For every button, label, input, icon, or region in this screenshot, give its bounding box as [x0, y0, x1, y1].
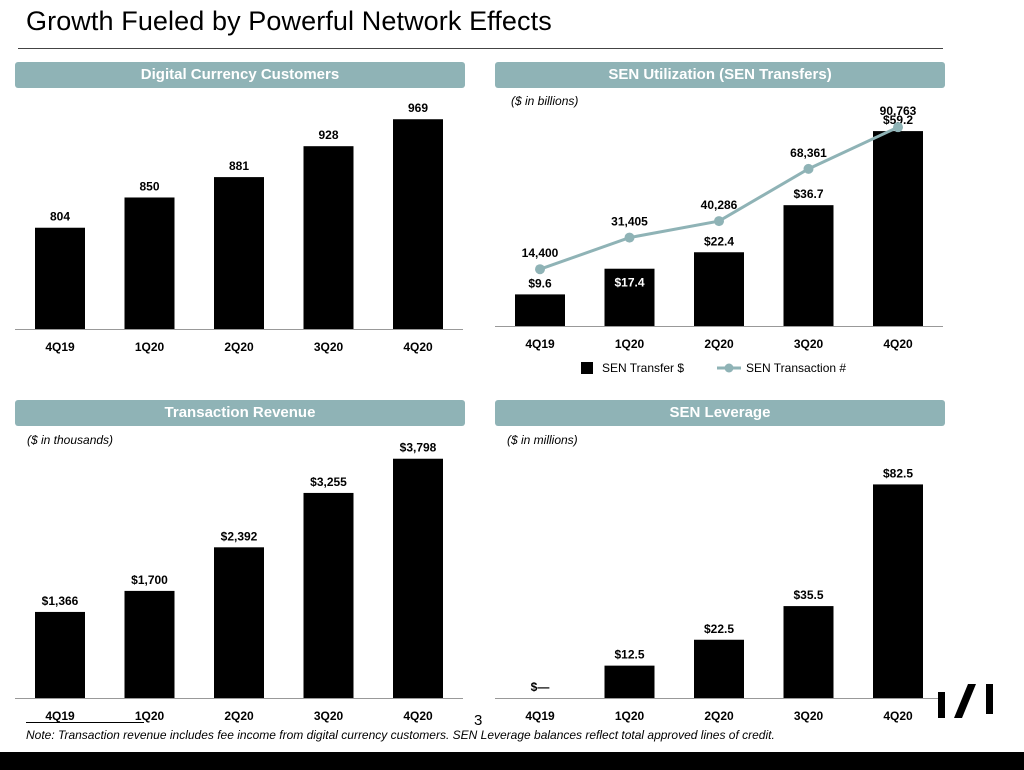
sen-transaction-data-label-3q20: 68,361 [790, 146, 827, 160]
leverage-bar-1q20 [604, 665, 655, 698]
customers-tick-label-4q19: 4Q19 [45, 340, 75, 354]
revenue-tick-label-2q20: 2Q20 [224, 709, 254, 723]
leverage-subtitle: ($ in millions) [507, 433, 578, 447]
leverage-tick-label-4q19: 4Q19 [525, 709, 555, 723]
page-number: 3 [474, 712, 483, 729]
revenue-tick-label-1q20: 1Q20 [135, 709, 165, 723]
revenue-bar-1q20 [124, 590, 175, 698]
legend-sen-transfer-label: SEN Transfer $ [602, 361, 684, 375]
leverage-data-label-4q19: $— [531, 680, 550, 694]
transaction-revenue-chart: ($ in thousands) $1,366 4Q19 $1,700 1Q20 $2,3… [15, 433, 463, 723]
revenue-bar-4q19 [35, 611, 85, 698]
revenue-tick-label-4q19: 4Q19 [45, 709, 75, 723]
sen-transfer-data-label-4q19: $9.6 [528, 276, 552, 290]
sen-transfer-data-label-1q20: $17.4 [614, 276, 644, 290]
legend-sen-transaction-swatch-marker [724, 363, 734, 373]
leverage-data-label-4q20: $82.5 [883, 466, 913, 480]
sen-utilization-tick-label-2q20: 2Q20 [704, 337, 734, 351]
sen-utilization-tick-label-4q19: 4Q19 [525, 337, 555, 351]
sen-transaction-point-3q20 [803, 163, 814, 174]
sen-transfer-bar-2q20 [694, 252, 744, 326]
sen-utilization-chart-header: SEN Utilization (SEN Transfers) [495, 62, 945, 88]
leverage-tick-label-2q20: 2Q20 [704, 709, 734, 723]
customers-chart-header: Digital Currency Customers [15, 62, 465, 88]
legend-sen-transfer-swatch [581, 362, 593, 374]
sen-transaction-data-label-2q20: 40,286 [701, 198, 738, 212]
customers-data-label-4q20: 969 [408, 101, 428, 115]
revenue-data-label-1q20: $1,700 [131, 573, 168, 587]
sen-transfer-bar-1q20 [604, 268, 655, 326]
sen-transaction-point-4q19 [535, 264, 545, 275]
company-logo-icon [938, 684, 993, 718]
revenue-data-label-4q19: $1,366 [42, 594, 79, 608]
customers-bar-2q20 [214, 177, 264, 329]
leverage-data-label-2q20: $22.5 [704, 622, 734, 636]
revenue-bar-2q20 [214, 547, 264, 698]
customers-bar-4q20 [393, 119, 443, 329]
customers-tick-label-3q20: 3Q20 [314, 340, 344, 354]
revenue-tick-label-3q20: 3Q20 [314, 709, 344, 723]
leverage-bar-3q20 [783, 606, 834, 698]
customers-data-label-1q20: 850 [139, 179, 159, 193]
customers-tick-label-4q20: 4Q20 [403, 340, 433, 354]
title-divider [18, 48, 943, 49]
sen-transfer-bar-4q20 [873, 131, 923, 326]
footnote-divider [26, 722, 144, 723]
sen-leverage-chart: ($ in millions) $— 4Q19 $12.5 1Q20 $22.5 2Q20 $… [495, 433, 943, 723]
sen-utilization-chart: ($ in billions) $9.6 4Q19 $17.4 1Q20 $22.4 2Q2… [495, 94, 943, 375]
sen-transfer-bar-4q19 [515, 294, 565, 326]
sen-transfer-data-label-4q20: $59.2 [883, 113, 913, 127]
customers-chart: 804 4Q19 850 1Q20 881 2Q20 928 3Q20 969 4Q20 [15, 101, 463, 354]
revenue-bar-4q20 [393, 458, 443, 698]
leverage-bar-2q20 [694, 639, 744, 698]
revenue-bar-3q20 [303, 492, 354, 698]
sen-transaction-data-label-4q20: 90,763 [880, 104, 917, 118]
bottom-bar [0, 752, 1024, 770]
legend-sen-transaction-label: SEN Transaction # [746, 361, 846, 375]
footnote: Note: Transaction revenue includes fee i… [26, 728, 775, 742]
customers-data-label-4q19: 804 [50, 210, 70, 224]
customers-tick-label-2q20: 2Q20 [224, 340, 254, 354]
revenue-tick-label-4q20: 4Q20 [403, 709, 433, 723]
customers-tick-label-1q20: 1Q20 [135, 340, 165, 354]
customers-bar-3q20 [303, 146, 354, 329]
revenue-data-label-4q20: $3,798 [400, 441, 437, 455]
leverage-tick-label-3q20: 3Q20 [794, 709, 824, 723]
sen-transaction-data-label-4q19: 14,400 [522, 246, 559, 260]
sen-leverage-chart-header: SEN Leverage [495, 400, 945, 426]
sen-utilization-tick-label-1q20: 1Q20 [615, 337, 645, 351]
customers-data-label-3q20: 928 [318, 128, 338, 142]
sen-utilization-tick-label-3q20: 3Q20 [794, 337, 824, 351]
sen-transaction-data-label-1q20: 31,405 [611, 215, 648, 229]
sen-transaction-point-2q20 [714, 216, 724, 227]
sen-transfer-data-label-3q20: $36.7 [793, 187, 823, 201]
customers-bar-1q20 [124, 197, 175, 329]
sen-transfer-bar-3q20 [783, 205, 834, 326]
leverage-bar-4q20 [873, 484, 923, 698]
sen-transfer-data-label-2q20: $22.4 [704, 234, 734, 248]
revenue-data-label-2q20: $2,392 [221, 529, 258, 543]
customers-bar-4q19 [35, 227, 85, 329]
leverage-tick-label-4q20: 4Q20 [883, 709, 913, 723]
leverage-data-label-3q20: $35.5 [793, 588, 823, 602]
sen-transaction-point-4q20 [893, 122, 903, 133]
leverage-tick-label-1q20: 1Q20 [615, 709, 645, 723]
sen-transaction-point-1q20 [624, 232, 635, 243]
sen-utilization-subtitle: ($ in billions) [511, 94, 578, 108]
revenue-subtitle: ($ in thousands) [27, 433, 113, 447]
leverage-data-label-1q20: $12.5 [614, 648, 644, 662]
sen-utilization-tick-label-4q20: 4Q20 [883, 337, 913, 351]
revenue-data-label-3q20: $3,255 [310, 475, 347, 489]
transaction-revenue-chart-header: Transaction Revenue [15, 400, 465, 426]
page-title: Growth Fueled by Powerful Network Effect… [26, 6, 552, 36]
customers-data-label-2q20: 881 [229, 159, 249, 173]
